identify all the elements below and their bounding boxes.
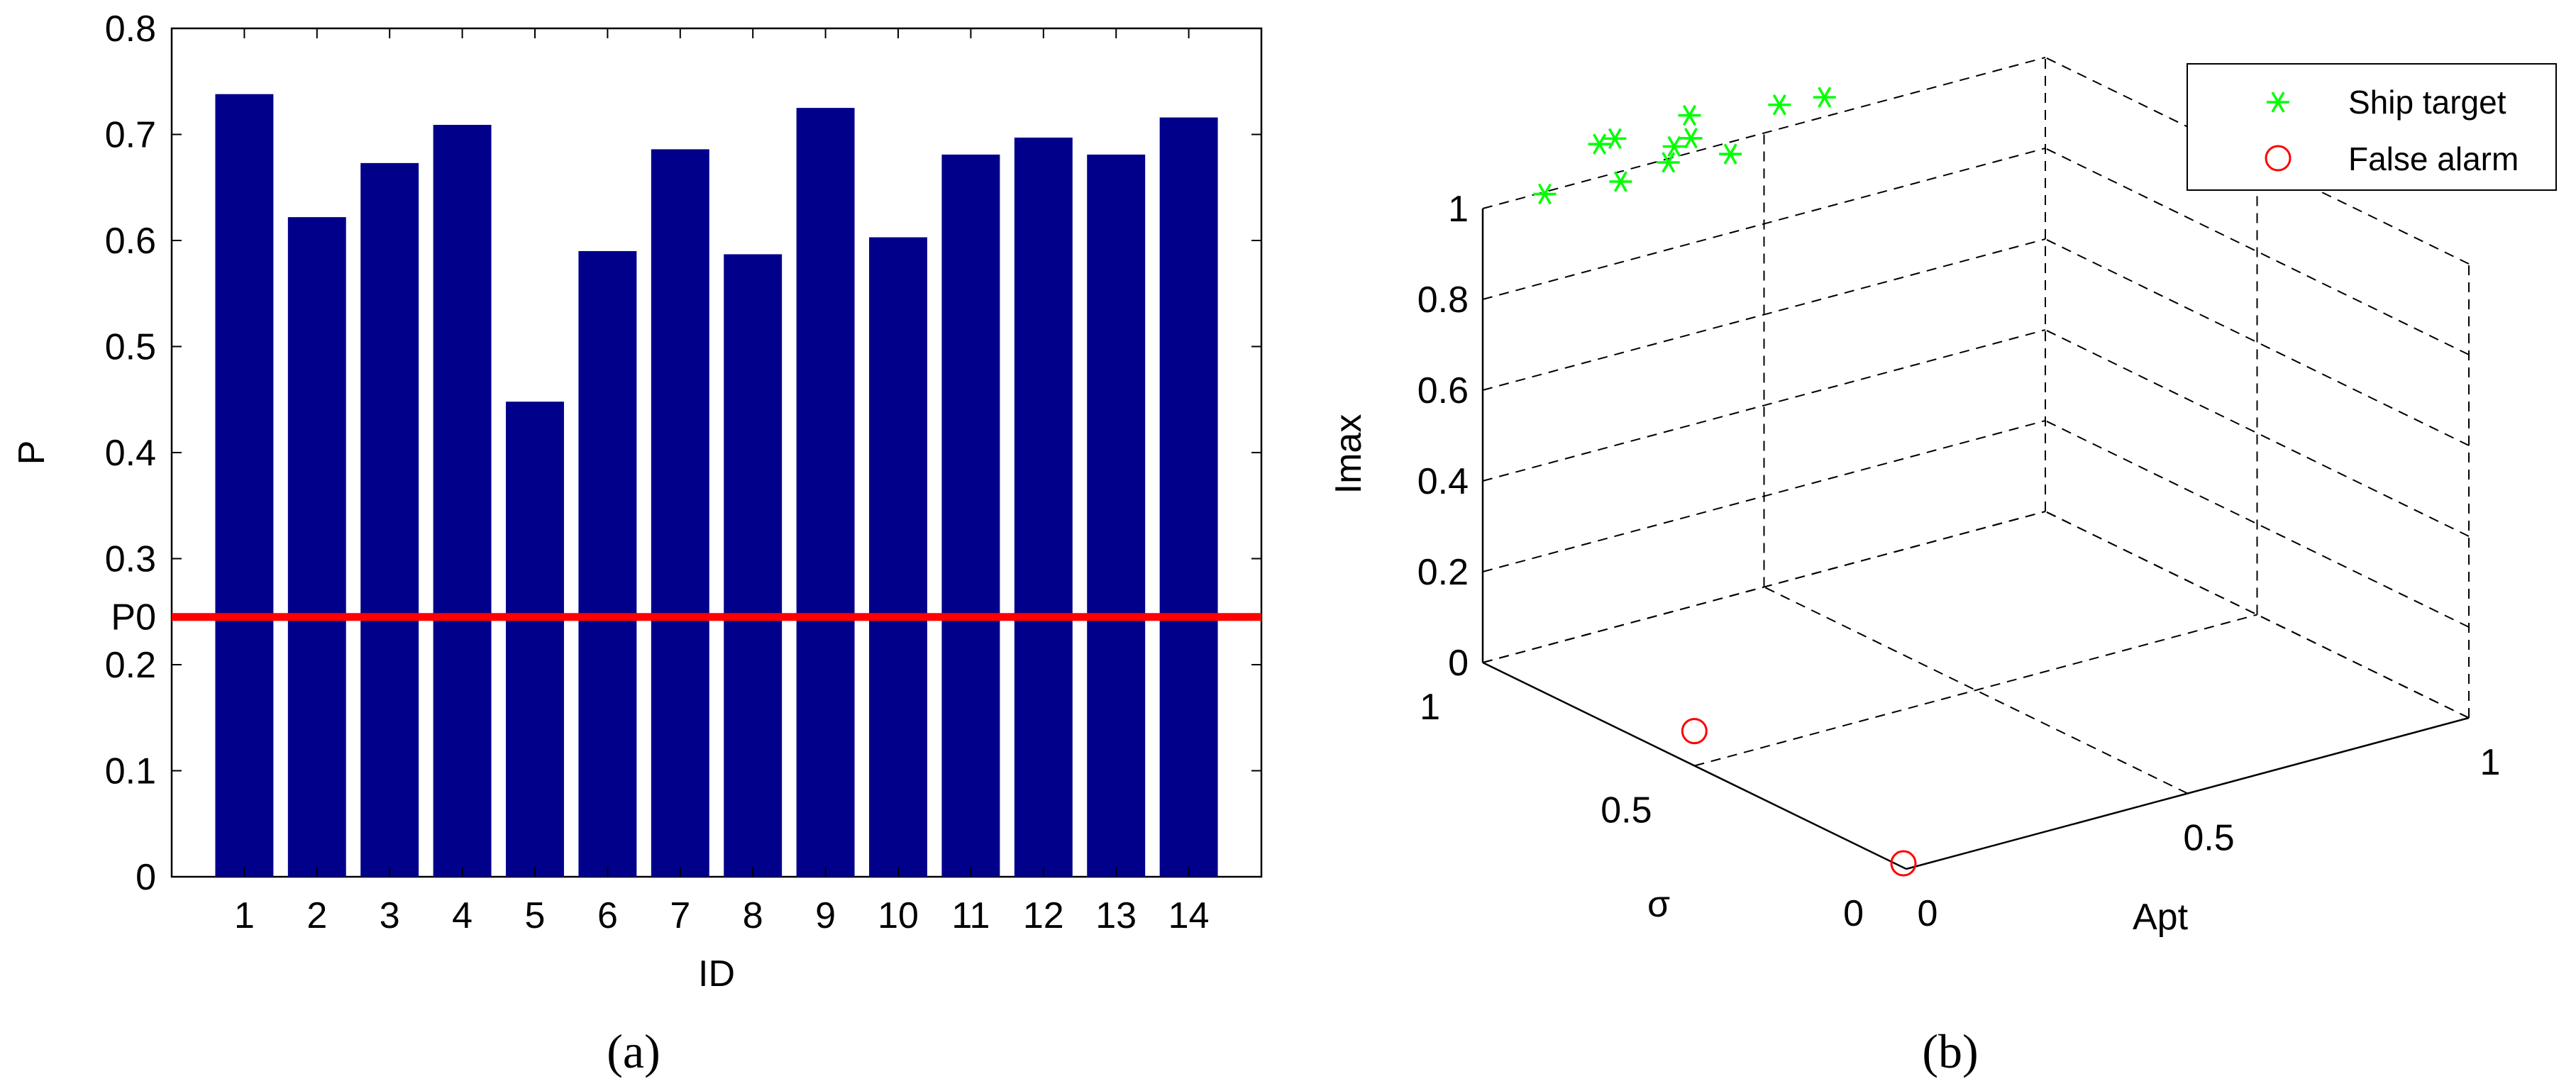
y-tick-label: 0.8 [105, 9, 156, 50]
bar-12 [1014, 137, 1073, 877]
scatter3d-x-label: Apt [2133, 897, 2189, 938]
x-axis-ticks: 1 2 3 4 5 6 7 8 9 10 11 12 13 14 [234, 28, 1210, 936]
false-alarm-marker [1681, 718, 1708, 745]
y-tick-label: 0.7 [105, 115, 156, 156]
x-tick-label: 10 [878, 895, 919, 936]
y-tick-label: 0.6 [105, 221, 156, 262]
ship-target-marker [2267, 92, 2289, 113]
bar-2 [287, 217, 346, 877]
ship-target-marker [1603, 128, 1627, 150]
legend-ship-target-label: Ship target [2348, 84, 2506, 121]
ship-target-marker [1609, 171, 1632, 192]
bar-11 [941, 154, 1000, 877]
grid-line-floor [1764, 586, 2188, 794]
y-tick-label: 0 [1843, 893, 1864, 934]
z-tick-label: 0.8 [1417, 279, 1469, 321]
ship-target-marker [1657, 152, 1680, 173]
x-tick-label: 14 [1168, 895, 1210, 936]
grid-line-back [1482, 329, 2046, 482]
panel-a-caption: (a) [607, 1024, 660, 1078]
ship-target-marker [1662, 135, 1686, 157]
legend-ship-target-marker [2267, 92, 2289, 113]
z-tick-label: 0 [1448, 643, 1469, 684]
bar-10 [869, 237, 927, 877]
x-tick-label: 1 [234, 895, 255, 936]
bar-14 [1159, 117, 1218, 877]
bar-13 [1087, 154, 1146, 877]
x-tick-label: 11 [951, 895, 990, 936]
bar-4 [433, 125, 492, 877]
grid-line-side [2045, 329, 2470, 537]
legend-false-alarm-marker [2265, 145, 2292, 172]
ship-target-marker [1719, 143, 1742, 165]
x-tick-label: 12 [1023, 895, 1064, 936]
ship-target-marker [1768, 94, 1791, 116]
grid-line-side [2045, 148, 2470, 355]
x-tick-label: 0.5 [2183, 818, 2234, 859]
legend-false-alarm-label: False alarm [2348, 140, 2519, 177]
x-tick-label: 2 [306, 895, 327, 936]
ship-target-marker [1679, 128, 1703, 149]
ship-target-marker [1813, 87, 1836, 108]
bar-series [215, 94, 1218, 877]
z-tick-label: 0.2 [1417, 552, 1469, 593]
bar-5 [506, 401, 564, 877]
bar-7 [651, 149, 709, 877]
y-tick-label: 0.3 [105, 539, 156, 580]
x-tick-label: 3 [380, 895, 400, 936]
x-tick-label: 13 [1095, 895, 1137, 936]
x-tick-label: 5 [525, 895, 546, 936]
scatter3d-y-label: σ [1647, 884, 1670, 925]
bar-chart-x-label: ID [698, 953, 735, 995]
y-tick-label: 0.5 [1601, 790, 1652, 831]
bar-9 [796, 108, 855, 877]
grid-line-side [2045, 57, 2470, 265]
x-tick-label: 4 [452, 895, 472, 936]
grid-line-back [1482, 57, 2046, 209]
box-edge [2045, 511, 2470, 719]
legend-box [2187, 63, 2557, 191]
x-tick-label: 0 [1918, 893, 1938, 934]
x-tick-label: 1 [2480, 742, 2501, 783]
false-alarm-marker [1890, 850, 1917, 877]
x-tick-label: 9 [815, 895, 836, 936]
bar-6 [578, 250, 637, 877]
ship-target-marker [1533, 183, 1557, 205]
x-tick-label: 8 [743, 895, 763, 936]
grid-line-side [2045, 420, 2470, 628]
y-tick-label: 0.1 [105, 751, 156, 792]
bar-chart-y-label: P [11, 441, 52, 465]
z-tick-label: 0.6 [1417, 370, 1469, 411]
y-tick-label: 0.2 [105, 645, 156, 686]
y-tick-label: 1 [1420, 687, 1440, 728]
bar-1 [215, 94, 274, 877]
bar-8 [724, 254, 783, 877]
grid-line-floor [1694, 614, 2257, 767]
z-tick-label: 0.4 [1417, 461, 1469, 502]
scatter3d-z-label: Imax [1328, 414, 1369, 494]
bar-chart-panel: 00.10.20.30.40.50.60.70.8 1 2 3 4 5 6 7 8 9 10 11 1… [11, 9, 1263, 1078]
z-tick-label: 1 [1448, 189, 1469, 230]
ship-target-marker [1678, 104, 1701, 126]
y-tick-label: 0.5 [105, 327, 156, 368]
false-alarm-marker [2265, 145, 2292, 172]
box-edge [1482, 511, 2046, 663]
x-tick-label: 7 [670, 895, 690, 936]
bar-3 [360, 162, 419, 877]
legend: Ship target False alarm [2187, 63, 2557, 191]
scatter3d-box [1481, 57, 2470, 870]
y-tick-label: 0 [136, 857, 156, 898]
ship-target-marker [1588, 133, 1611, 155]
grid-line-side [2045, 238, 2470, 446]
panel-b-caption: (b) [1922, 1024, 1978, 1078]
scatter3d-points [1533, 87, 1917, 877]
x-tick-label: 6 [597, 895, 618, 936]
y-axis-ticks: 0 0.1 0.2 0.3 0.4 0.5 0.6 0.7 0.8 [105, 9, 1261, 898]
threshold-label: P0 [111, 597, 156, 638]
bar-chart-axes-box [170, 27, 1263, 878]
y-tick-label: 0.4 [105, 433, 156, 474]
